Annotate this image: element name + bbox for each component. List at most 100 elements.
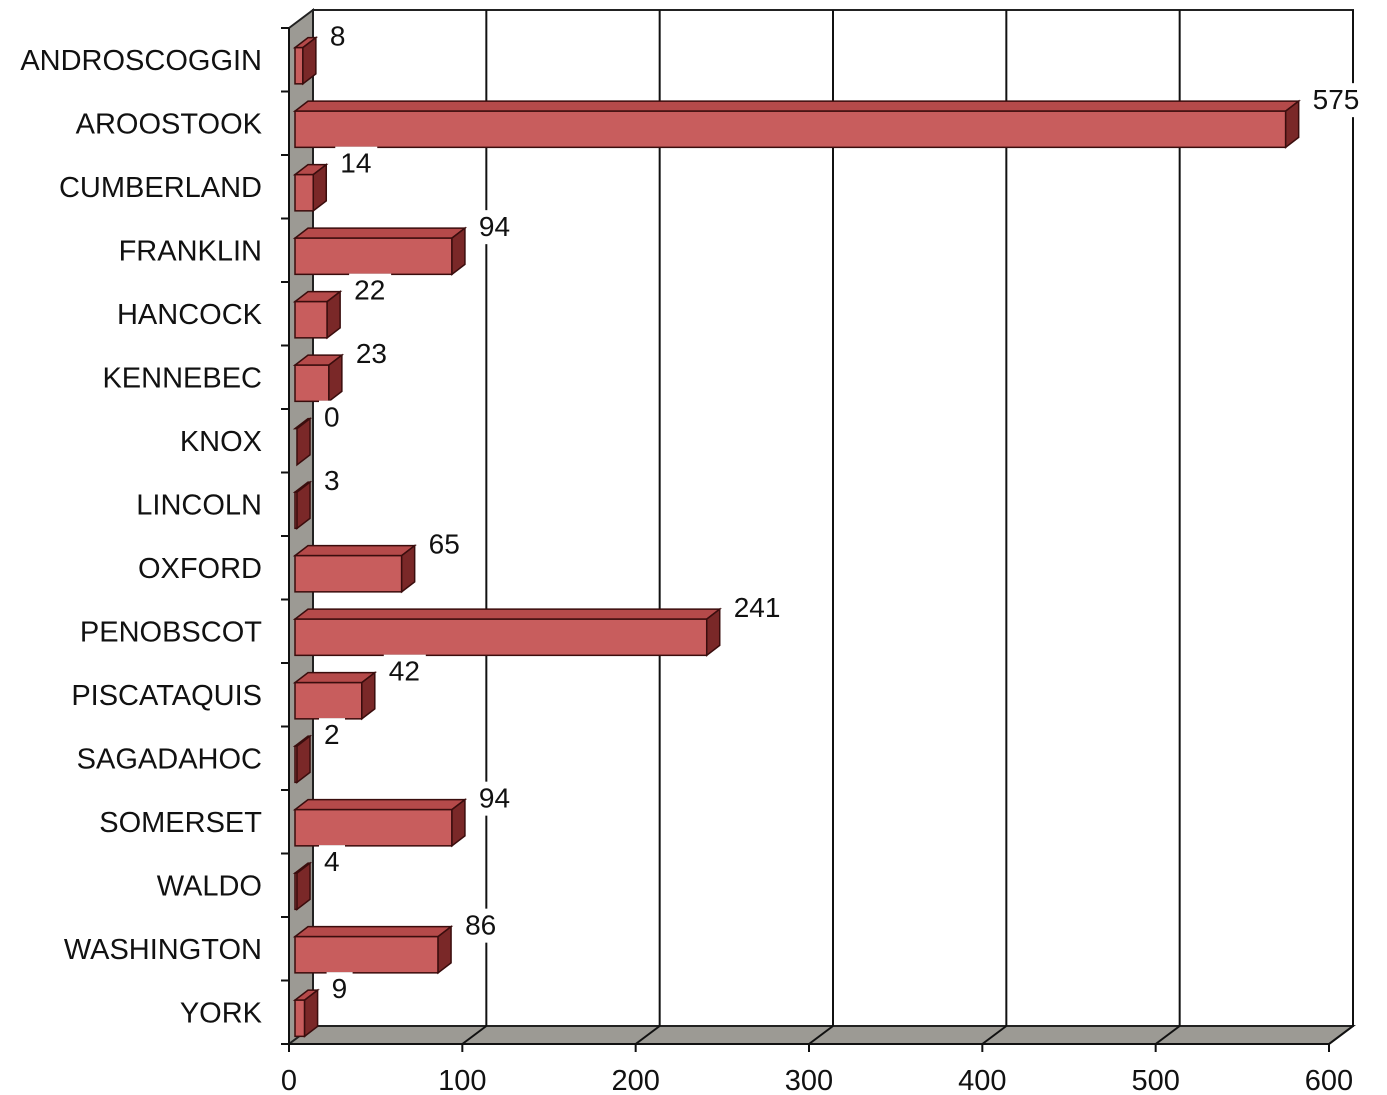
category-label: FRANKLIN [119,235,262,267]
bar-side-face [302,36,317,86]
floor-gridline [635,1025,661,1045]
data-label-bg [473,210,516,245]
category-label: PENOBSCOT [80,616,262,648]
bar-top-face [292,100,1301,112]
data-label: 3 [324,465,340,496]
bar-front-face [294,364,330,403]
data-label: 14 [340,148,371,179]
category-label: ANDROSCOGGIN [20,45,262,77]
category-label: HANCOCK [117,299,263,331]
data-label: 241 [734,592,781,623]
floor-gridline [981,1025,1007,1045]
bar-front-face [294,173,315,212]
floor-gridline [808,1025,834,1045]
data-label: 94 [479,211,510,242]
chart-walls [286,8,1356,1046]
category-label: SOMERSET [99,807,262,839]
data-label-bg [324,19,351,54]
bar-top-face [292,608,722,620]
bar-front-face [294,554,403,593]
category-label: CUMBERLAND [59,172,262,204]
gridlines [461,10,1354,1045]
data-label-bg [728,591,787,626]
floor-gridline [461,1025,487,1045]
data-label-bg [319,464,345,499]
data-label: 9 [332,973,348,1004]
data-label-bg [473,781,516,816]
data-label-bg [383,654,426,689]
data-label-bg [350,337,393,372]
x-tick-label: 500 [1131,1065,1179,1095]
bar [292,417,313,467]
category-label: KENNEBEC [102,362,262,394]
category-label: WASHINGTON [64,934,262,966]
floor-gridline [1155,1025,1181,1045]
bar-front-face [294,618,708,657]
floor-gridline [1328,1025,1354,1045]
bar [292,290,343,340]
data-label-bg [460,908,503,943]
data-label-bg [326,972,353,1007]
bar-front-face [294,46,304,85]
data-label: 2 [324,719,340,750]
bar [292,798,468,848]
axes [281,27,1330,1052]
bar-front-face [294,681,363,720]
data-label-bg [319,718,345,753]
bar [292,36,319,86]
category-label: WALDO [157,870,262,902]
category-label: LINCOLN [136,489,262,521]
data-label: 575 [1313,84,1360,115]
bar-top-face [292,227,468,239]
x-tick-label: 300 [785,1065,833,1095]
bar-side-face [705,607,721,657]
category-label: PISCATAQUIS [71,680,262,712]
bar-front-face [294,935,439,974]
bar-side-face [303,988,319,1038]
data-label: 65 [429,529,460,560]
x-tick-label: 400 [958,1065,1006,1095]
bar-side-face [451,226,466,276]
x-tick-label: 100 [438,1065,486,1095]
bar-side-face [400,544,416,594]
data-label-bg [335,146,378,181]
bar-side-face [296,734,311,784]
data-label: 0 [324,402,340,433]
bar-side-face [296,861,311,911]
bar [292,861,313,911]
data-label: 86 [465,910,496,941]
bars [292,36,1301,1038]
bar [292,544,417,594]
bar-side-face [1284,99,1300,149]
data-label: 42 [389,656,420,687]
category-label: SAGADAHOC [77,743,262,775]
bar [292,988,320,1038]
bar [292,226,468,276]
bar [292,734,313,784]
bar [292,99,1301,149]
category-label: KNOX [180,426,262,458]
x-tick-label: 0 [281,1065,297,1095]
labels: 0 100 200 300 400 500 600 ANDROSCOGGIN 8 AROOSTOO… [20,19,1366,1095]
bar-top-face [292,798,468,811]
bar [292,671,378,721]
bar-front-face [294,300,328,339]
bar [292,353,345,403]
data-label-bg [1307,83,1366,118]
bar-side-face [326,290,341,340]
data-label: 4 [324,846,340,877]
bar-side-face [312,163,328,213]
category-label: AROOSTOOK [76,108,263,140]
bar-side-face [296,417,311,467]
bar-front-face [294,999,306,1038]
bar-front-face [294,808,453,847]
x-tick-label: 200 [611,1065,659,1095]
bar-side-face [328,353,343,403]
bar-top-face [292,544,417,557]
data-label-bg [319,845,345,880]
bar-side-face [437,925,452,975]
data-label: 94 [479,783,510,814]
bar-side-face [361,671,376,721]
category-label: OXFORD [138,553,262,585]
